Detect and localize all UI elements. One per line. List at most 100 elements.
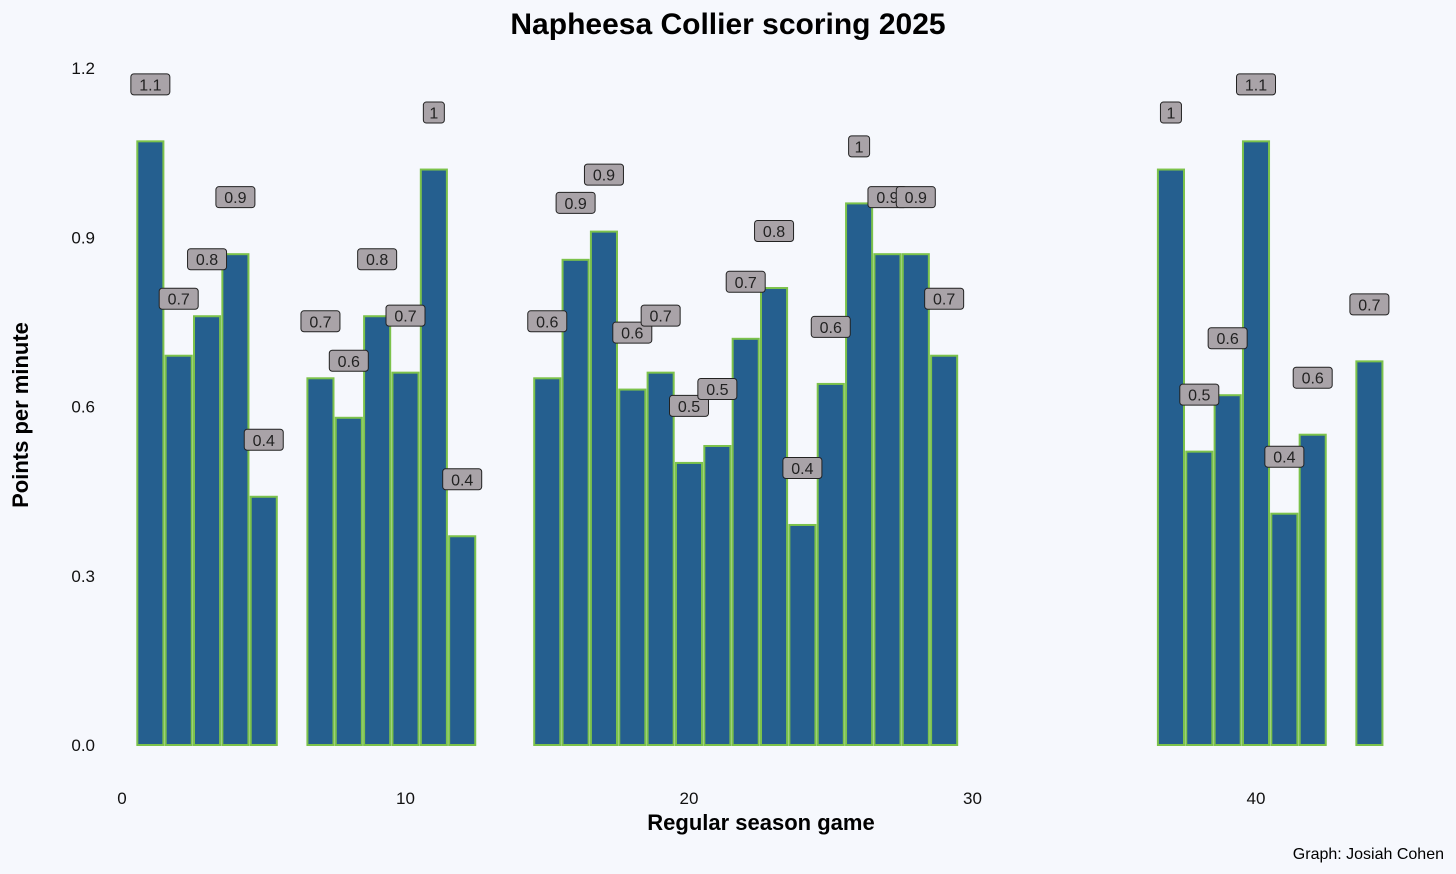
bar: [249, 495, 278, 746]
data-label: 0.9: [555, 191, 596, 214]
data-label: 0.7: [640, 304, 681, 327]
data-label: 0.9: [215, 186, 256, 209]
bar: [1156, 168, 1185, 747]
data-label-box: [1236, 73, 1276, 96]
data-label-box: [1349, 293, 1390, 316]
data-label-box: [385, 304, 426, 327]
x-tick-label: 30: [963, 789, 982, 808]
bar: [703, 444, 732, 746]
bar: [646, 371, 675, 746]
data-label: 0.4: [782, 456, 823, 479]
data-label-box: [924, 287, 965, 310]
data-label-box: [215, 186, 256, 209]
data-label-box: [300, 310, 341, 333]
y-axis-title: Points per minute: [8, 322, 33, 508]
data-label-box: [442, 468, 483, 491]
data-label-text: 1.1: [139, 77, 161, 94]
data-label-text: 0.6: [820, 320, 842, 337]
bar: [618, 388, 647, 746]
data-label: 0.5: [697, 377, 738, 400]
data-label-box: [848, 135, 871, 158]
data-label-text: 0.7: [650, 309, 672, 326]
x-tick-label: 20: [680, 789, 699, 808]
data-label-box: [555, 191, 596, 214]
data-label-box: [187, 248, 228, 271]
data-label-text: 0.9: [593, 168, 615, 185]
data-label: 0.6: [810, 315, 851, 338]
data-label: 0.4: [1264, 445, 1305, 468]
x-axis: 0 10 20 30 40: [117, 789, 1265, 808]
data-label-box: [1292, 366, 1333, 389]
data-label-text: 0.9: [224, 190, 246, 207]
data-label-text: 1: [855, 139, 864, 156]
y-tick-label: 0.6: [71, 398, 95, 417]
data-label-box: [422, 101, 445, 124]
data-label: 0.6: [1207, 327, 1248, 350]
data-label-text: 0.6: [1217, 331, 1239, 348]
data-label-text: 0.5: [706, 382, 728, 399]
x-tick-label: 0: [117, 789, 126, 808]
data-label-text: 0.6: [338, 354, 360, 371]
data-label-text: 0.9: [905, 190, 927, 207]
data-label-text: 0.6: [1302, 371, 1324, 388]
data-label-box: [1264, 445, 1305, 468]
data-label: 0.7: [158, 287, 199, 310]
data-label: 0.7: [300, 310, 341, 333]
data-label-box: [640, 304, 681, 327]
bars: [136, 140, 1384, 747]
y-axis: 0.0 0.3 0.6 0.9 1.2: [71, 59, 95, 755]
bar: [589, 230, 618, 746]
data-label: 0.9: [895, 186, 936, 209]
bar: [561, 258, 590, 746]
data-label-text: 0.5: [678, 399, 700, 416]
data-label-box: [612, 321, 653, 344]
bar: [334, 416, 363, 746]
data-label-text: 1.1: [1245, 77, 1267, 94]
data-label: 1.1: [1236, 73, 1276, 96]
bar: [1185, 450, 1214, 746]
data-label-text: 0.9: [564, 196, 586, 213]
bar: [1241, 140, 1271, 746]
y-tick-label: 1.2: [71, 59, 95, 78]
data-label-text: 1: [429, 106, 438, 123]
data-label: 1.1: [130, 73, 171, 96]
data-label-box: [697, 377, 738, 400]
data-label-box: [1207, 327, 1248, 350]
data-label-text: 1: [1166, 106, 1175, 123]
bar: [1355, 360, 1384, 746]
chart-title: Napheesa Collier scoring 2025: [510, 8, 945, 41]
data-label-box: [782, 456, 823, 479]
data-label: 0.7: [725, 270, 766, 293]
data-label-text: 0.7: [933, 292, 955, 309]
data-label-box: [130, 73, 171, 96]
data-label: 1: [1159, 101, 1182, 124]
data-label-text: 0.6: [621, 326, 643, 343]
bar: [306, 377, 335, 746]
data-label-box: [243, 428, 284, 451]
data-label-box: [754, 220, 795, 243]
data-label-text: 0.4: [253, 433, 275, 450]
bar: [1213, 394, 1242, 746]
data-label-text: 0.4: [1273, 450, 1295, 467]
bar: [221, 253, 250, 747]
data-label: 0.5: [669, 394, 709, 417]
data-label-box: [895, 186, 936, 209]
data-label-box: [725, 270, 766, 293]
data-label-text: 0.7: [735, 275, 757, 292]
bar: [391, 371, 420, 746]
bar: [164, 354, 193, 746]
data-label-box: [328, 349, 369, 372]
data-label: 0.7: [1349, 293, 1390, 316]
data-label-text: 0.7: [168, 292, 190, 309]
data-label: 0.4: [243, 428, 284, 451]
y-tick-label: 0.9: [71, 228, 95, 247]
bar: [674, 461, 704, 746]
data-label-text: 0.8: [196, 252, 218, 269]
x-tick-label: 10: [396, 789, 415, 808]
data-label-text: 0.9: [876, 190, 898, 207]
data-label: 0.6: [612, 321, 653, 344]
bar: [930, 354, 959, 746]
data-label-text: 0.5: [1188, 388, 1210, 405]
data-label-box: [669, 394, 709, 417]
